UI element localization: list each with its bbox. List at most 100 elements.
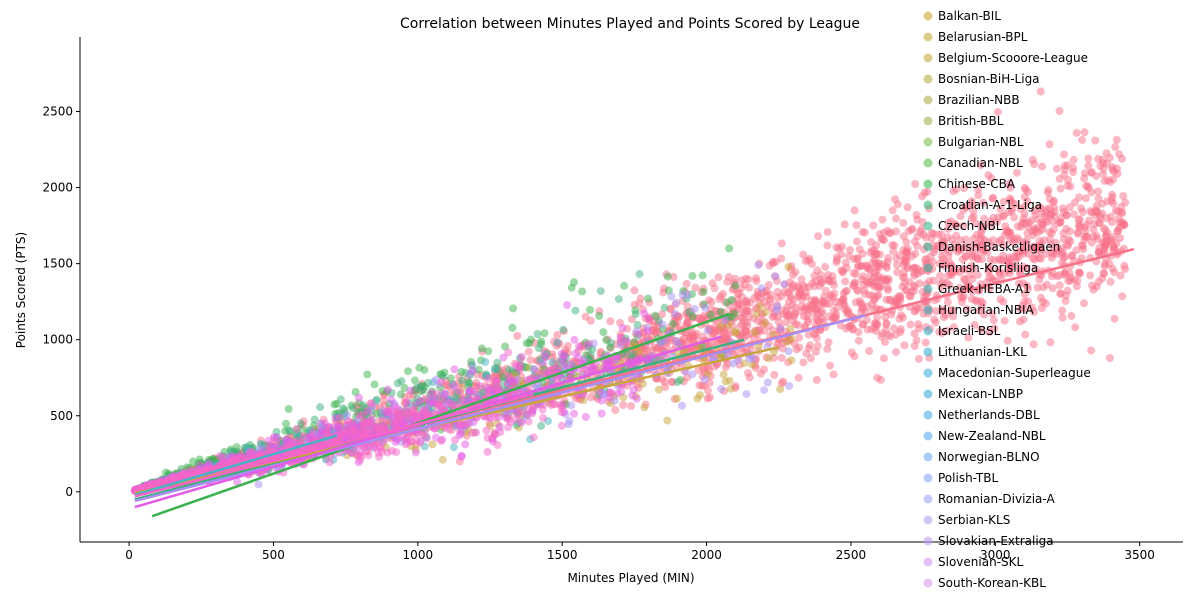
scatter-point [960, 265, 969, 274]
scatter-point [882, 319, 891, 328]
scatter-point [282, 419, 290, 428]
scatter-point [370, 380, 379, 389]
scatter-point [524, 417, 533, 426]
scatter-point [1103, 197, 1112, 206]
scatter-point [483, 447, 492, 456]
scatter-point [969, 212, 978, 221]
scatter-point [658, 320, 667, 329]
scatter-point [944, 224, 952, 233]
scatter-point [354, 393, 363, 402]
scatter-point [1005, 269, 1014, 278]
scatter-point [463, 419, 472, 428]
scatter-point [785, 382, 794, 390]
scatter-point [1092, 231, 1101, 240]
scatter-point [616, 334, 625, 342]
scatter-point [945, 281, 954, 290]
scatter-point [878, 329, 887, 338]
scatter-point [672, 336, 681, 345]
scatter-point [830, 281, 838, 290]
scatter-point [1070, 210, 1078, 219]
scatter-point [949, 268, 958, 276]
scatter-point [1030, 307, 1038, 316]
scatter-point [976, 325, 985, 334]
scatter-point [1064, 277, 1073, 286]
scatter-point [974, 185, 983, 194]
scatter-point [750, 328, 759, 337]
scatter-point [794, 373, 803, 382]
scatter-point [455, 386, 464, 395]
scatter-point [1118, 292, 1127, 301]
scatter-point [1118, 154, 1126, 163]
scatter-point [1060, 150, 1068, 159]
scatter-point [912, 211, 921, 219]
scatter-point [735, 289, 744, 297]
scatter-point [939, 313, 948, 322]
scatter-point [1081, 194, 1090, 203]
scatter-point [988, 309, 997, 318]
scatter-point [1024, 284, 1032, 293]
scatter-point [773, 312, 782, 321]
scatter-point [963, 203, 972, 212]
scatter-point [812, 314, 820, 323]
scatter-point [897, 311, 906, 320]
scatter-point [776, 324, 785, 333]
scatter-point [450, 365, 459, 374]
scatter-point [1034, 242, 1043, 251]
scatter-point [893, 268, 902, 277]
scatter-point [974, 191, 983, 200]
scatter-point [973, 270, 982, 279]
scatter-point [1063, 181, 1072, 190]
scatter-point [513, 332, 522, 340]
scatter-point [619, 401, 628, 409]
scatter-point [1065, 269, 1074, 278]
scatter-point [960, 184, 969, 193]
scatter-point [359, 401, 367, 410]
scatter-point [958, 255, 967, 264]
scatter-point [832, 243, 841, 252]
scatter-point [1055, 174, 1064, 183]
scatter-point [586, 350, 595, 359]
scatter-point [1086, 271, 1095, 280]
scatter-point [1083, 232, 1092, 241]
scatter-point [363, 417, 371, 426]
scatter-point [788, 280, 797, 289]
scatter-point [731, 328, 740, 337]
scatter-point [786, 324, 795, 333]
scatter-point [1113, 207, 1122, 216]
scatter-point [797, 275, 806, 284]
scatter-point [364, 451, 373, 460]
scatter-point [446, 374, 455, 383]
scatter-point [1109, 175, 1118, 184]
scatter-point [930, 315, 939, 324]
scatter-point [818, 307, 827, 316]
scatter-point [980, 214, 989, 223]
scatter-point [817, 278, 826, 287]
scatter-point [404, 367, 412, 376]
scatter-point [776, 385, 785, 394]
scatter-point [378, 416, 387, 425]
scatter-point [650, 322, 659, 331]
scatter-point [777, 353, 786, 362]
scatter-point [880, 338, 889, 347]
scatter-point [285, 427, 294, 436]
scatter-point [757, 284, 766, 293]
scatter-point [529, 433, 538, 442]
scatter-point [820, 293, 828, 301]
scatter-point [832, 297, 841, 306]
scatter-point [493, 358, 502, 367]
scatter-point [484, 347, 493, 356]
scatter-point [371, 443, 380, 452]
scatter-point [635, 299, 644, 308]
scatter-point [1062, 291, 1070, 300]
scatter-point [1003, 336, 1012, 345]
scatter-point [889, 247, 898, 256]
scatter-point [799, 250, 808, 259]
scatter-point [343, 410, 352, 419]
scatter-point [850, 206, 859, 215]
scatter-point [913, 242, 922, 250]
scatter-point [669, 272, 678, 281]
scatter-point [984, 171, 993, 180]
scatter-point [970, 320, 979, 329]
scatter-point [943, 326, 952, 335]
scatter-point [703, 394, 712, 403]
